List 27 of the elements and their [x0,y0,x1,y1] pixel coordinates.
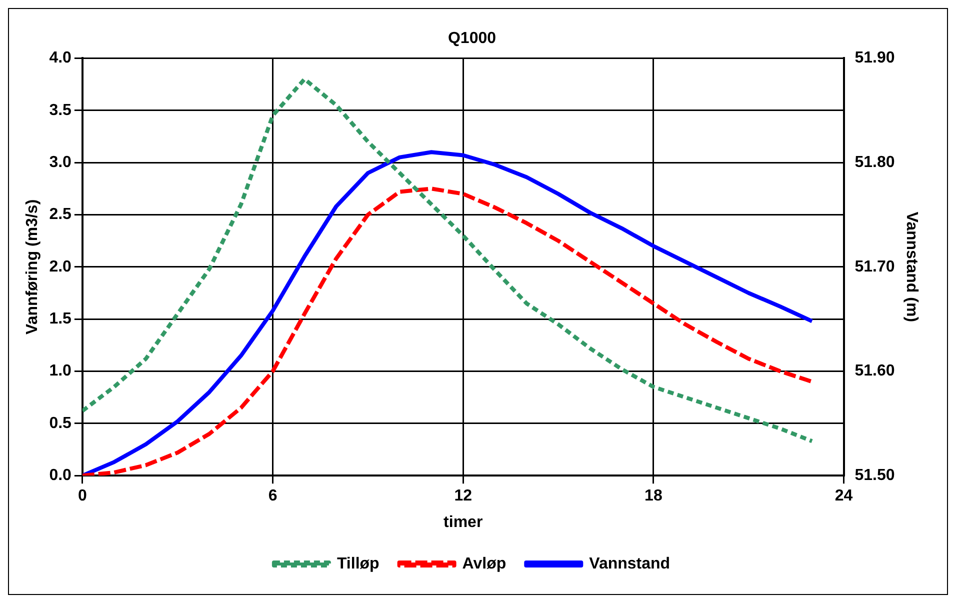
y2-tick-label: 51.80 [854,154,895,171]
legend-label: Vannstand [589,555,670,572]
x-tick-label: 12 [454,488,472,505]
y2-tick-label: 51.60 [854,362,895,380]
y-tick-label: 1.5 [49,310,72,328]
y-tick-label: 2.0 [49,258,72,276]
y-tick-label: 3.5 [49,102,72,119]
y-tick-label: 3.0 [49,154,72,171]
legend-label: Avløp [462,555,506,572]
x-tick-label: 0 [78,488,87,505]
y-tick-label: 0.0 [49,467,72,484]
x-tick-label: 18 [644,488,662,505]
y2-axis-title: Vannstand (m) [902,212,920,322]
y2-tick-label: 51.90 [854,50,895,67]
x-tick-label: 24 [834,488,853,505]
y-tick-label: 2.5 [49,206,72,224]
x-tick-label: 6 [268,488,278,505]
legend-label: Tilløp [336,555,380,572]
chart-title: Q1000 [448,30,496,48]
y-tick-label: 0.5 [49,414,72,432]
y2-tick-label: 51.50 [854,467,895,484]
x-axis-title: timer [444,514,483,531]
line-series [82,77,814,444]
y-tick-label: 4.0 [49,50,72,67]
y-axis-title: Vannføring (m3/s) [24,199,42,334]
y2-tick-label: 51.70 [854,258,895,276]
y-tick-label: 1.0 [49,362,72,380]
